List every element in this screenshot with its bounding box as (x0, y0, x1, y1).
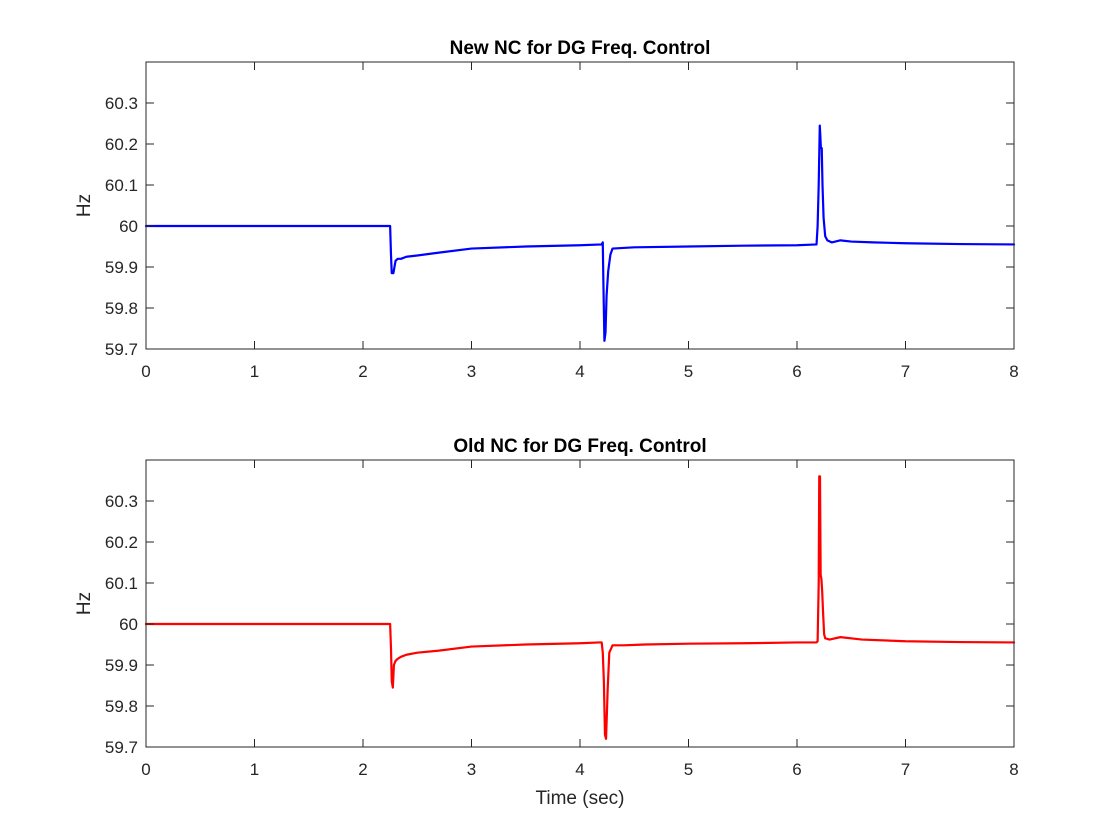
chart-2-y-tick-label: 60.1 (105, 574, 138, 593)
chart-2: 0 1 2 3 4 5 6 7 8 59.7 59.8 59.9 60 60.1 60.2 60.3 Old N… (74, 436, 1019, 809)
chart-2-y-tick-label: 59.7 (105, 738, 138, 757)
chart-2-x-tick-label: 0 (141, 760, 150, 779)
chart-1-y-tick-label: 59.9 (105, 258, 138, 277)
chart-1-x-tick-label: 0 (141, 362, 150, 381)
chart-1-y-tick-label: 60 (119, 217, 138, 236)
chart-1-x-tick-label: 3 (467, 362, 476, 381)
chart-1-x-tick-label: 7 (901, 362, 910, 381)
chart-2-x-tick-label: 3 (467, 760, 476, 779)
chart-1-x-tick-label: 4 (575, 362, 584, 381)
chart-2-x-tick-label: 4 (575, 760, 584, 779)
chart-2-x-tick-label: 7 (901, 760, 910, 779)
chart-1-y-tick-label: 59.7 (105, 340, 138, 359)
chart-2-x-tick-label: 2 (358, 760, 367, 779)
chart-2-y-tick-label: 60 (119, 615, 138, 634)
chart-1-x-tick-label: 8 (1009, 362, 1018, 381)
chart-1-plot-area (146, 62, 1014, 349)
chart-2-y-tick-label: 60.2 (105, 533, 138, 552)
chart-2-x-tick-label: 6 (792, 760, 801, 779)
chart-2-plot-area (146, 460, 1014, 747)
chart-2-series-line-1 (144, 475, 1016, 740)
chart-2-title: Old NC for DG Freq. Control (453, 436, 706, 457)
chart-1-y-tick-label: 60.2 (105, 135, 138, 154)
chart-2-x-tick-label: 1 (250, 760, 259, 779)
chart-2-x-tick-label: 8 (1009, 760, 1018, 779)
chart-2-x-axis-label: Time (sec) (535, 788, 624, 809)
chart-2-y-tick-label: 59.9 (105, 656, 138, 675)
chart-1-title: New NC for DG Freq. Control (450, 38, 711, 59)
chart-1-x-tick-label: 2 (358, 362, 367, 381)
chart-2-y-tick-label: 59.8 (105, 697, 138, 716)
chart-2-x-tick-label: 5 (684, 760, 693, 779)
chart-1-y-tick-label: 60.1 (105, 176, 138, 195)
chart-1-x-tick-label: 6 (792, 362, 801, 381)
chart-1-x-tick-label: 5 (684, 362, 693, 381)
chart-1-y-tick-label: 60.3 (105, 94, 138, 113)
chart-2-y-axis-label: Hz (74, 592, 95, 615)
chart-1: 0 1 2 3 4 5 6 7 8 59.7 59.8 59.9 60 60.1 60.2 60.3 New N… (74, 38, 1019, 381)
chart-2-y-tick-label: 60.3 (105, 492, 138, 511)
chart-1-y-axis-label: Hz (74, 194, 95, 217)
chart-1-y-tick-label: 59.8 (105, 299, 138, 318)
chart-1-x-tick-label: 1 (250, 362, 259, 381)
chart-1-series-line-1 (144, 124, 1016, 342)
